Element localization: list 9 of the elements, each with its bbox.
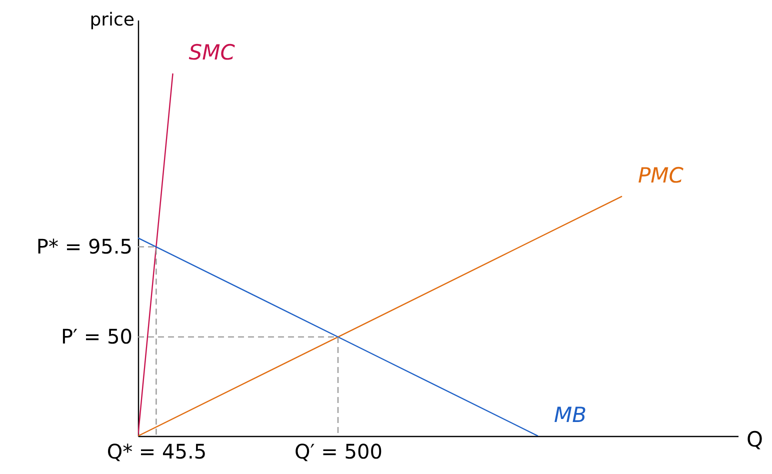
x-tick-label: Q′ = 500 xyxy=(294,440,382,464)
x-axis-title: Q xyxy=(746,428,764,452)
y-tick-label: P* = 95.5 xyxy=(36,234,132,258)
series-label: PMC xyxy=(638,163,684,188)
series-label: SMC xyxy=(188,40,236,64)
y-tick-label: P′ = 50 xyxy=(60,324,132,348)
x-tick-label: Q* = 45.5 xyxy=(106,440,207,464)
series-label: MB xyxy=(554,403,587,427)
y-axis-title: price xyxy=(90,10,134,30)
